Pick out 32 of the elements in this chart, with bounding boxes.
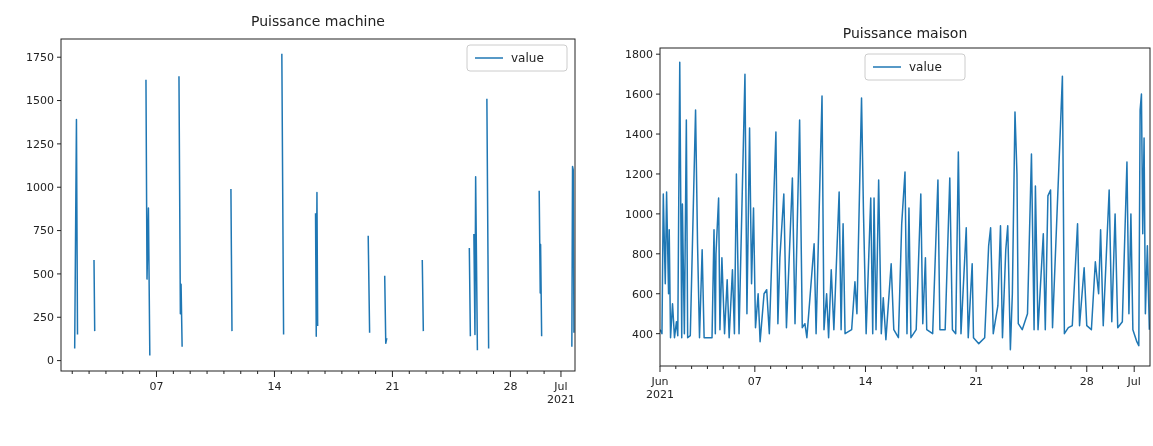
x-tick-label: Jun 2021: [646, 375, 674, 401]
x-tick-label: 28: [1079, 375, 1094, 388]
line-series: [660, 61, 1150, 351]
y-tick-label: 1600: [625, 87, 653, 101]
x-tick-label: 21: [969, 375, 984, 388]
y-tick-label: 1200: [625, 167, 653, 181]
x-tick-label: 07: [747, 375, 762, 388]
y-tick-label: 1800: [625, 48, 653, 62]
y-tick-label: 250: [33, 311, 54, 325]
x-tick-label: 21: [385, 380, 400, 393]
y-tick-label: 500: [33, 267, 54, 281]
chart-title: Puissance maison: [842, 25, 968, 41]
y-tick-label: 0: [47, 354, 54, 368]
x-tick-label: Jul 2021: [546, 380, 575, 406]
y-tick-label: 600: [632, 287, 653, 301]
y-tick-label: 800: [632, 247, 653, 261]
y-tick-label: 1000: [26, 181, 54, 195]
y-tick-label: 400: [632, 327, 653, 341]
y-tick-label: 1500: [26, 94, 54, 108]
x-tick-label: 14: [858, 375, 873, 388]
y-tick-label: 1250: [26, 137, 54, 151]
legend-label: value: [511, 51, 544, 66]
x-tick-label: 14: [267, 380, 282, 393]
legend-label: value: [909, 60, 942, 75]
y-tick-label: 1750: [26, 51, 54, 65]
y-tick-label: 1000: [625, 207, 653, 221]
chart-title: Puissance machine: [251, 13, 385, 29]
x-tick-label: 07: [149, 380, 164, 393]
x-tick-label: 28: [503, 380, 518, 393]
y-tick-label: 1400: [625, 127, 653, 141]
y-tick-label: 750: [33, 224, 54, 238]
x-tick-label: Jul: [1126, 375, 1141, 388]
